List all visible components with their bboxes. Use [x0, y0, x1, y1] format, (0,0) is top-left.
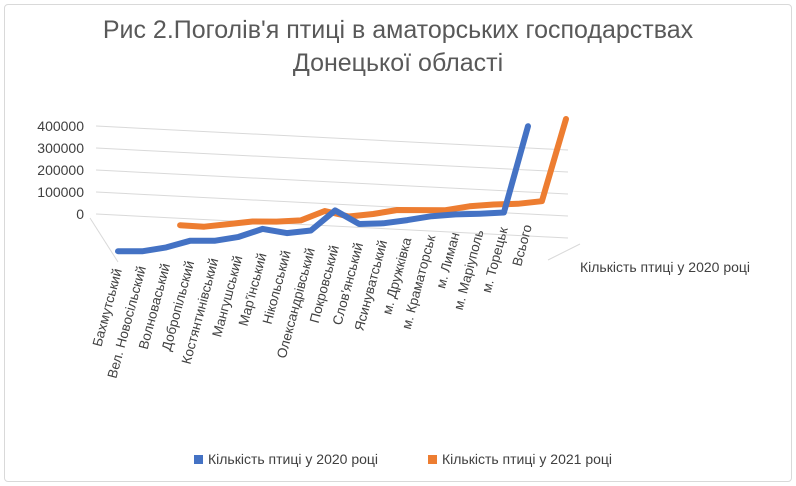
legend-label: Кількість птиці у 2020 році [208, 451, 378, 467]
y-axis-ticks: 400000 300000 200000 100000 0 [37, 118, 84, 222]
gridline [95, 125, 569, 151]
floor-edge [89, 217, 119, 263]
chart-title-line-1: Рис 2.Поголів'я птиці в аматорських госп… [102, 16, 694, 44]
depth-axis-label: Кількість птиці у 2020 році [580, 259, 750, 275]
gridline [95, 169, 569, 195]
legend: Кількість птиці у 2020 році Кількість пти… [194, 451, 612, 467]
y-tick-label: 100000 [37, 184, 84, 200]
y-tick-label: 0 [76, 206, 84, 222]
y-tick-label: 200000 [37, 162, 84, 178]
chart-title: Рис 2.Поголів'я птиці в аматорських госп… [0, 14, 796, 80]
floor-edge [547, 243, 581, 261]
x-category-label: Всього [509, 223, 534, 268]
gridlines [89, 125, 581, 263]
series-line-2021 [177, 116, 569, 230]
y-tick-label: 400000 [37, 118, 84, 134]
legend-swatch [428, 455, 437, 464]
y-tick-label: 300000 [37, 140, 84, 156]
legend-swatch [194, 455, 203, 464]
series-lines [115, 116, 569, 255]
series-line-2020 [115, 123, 531, 255]
gridline [95, 147, 569, 173]
chart-title-line-2: Донецької області [292, 49, 504, 77]
gridline [95, 213, 569, 239]
chart-frame [4, 4, 792, 482]
legend-label: Кількість птиці у 2021 році [442, 451, 612, 467]
